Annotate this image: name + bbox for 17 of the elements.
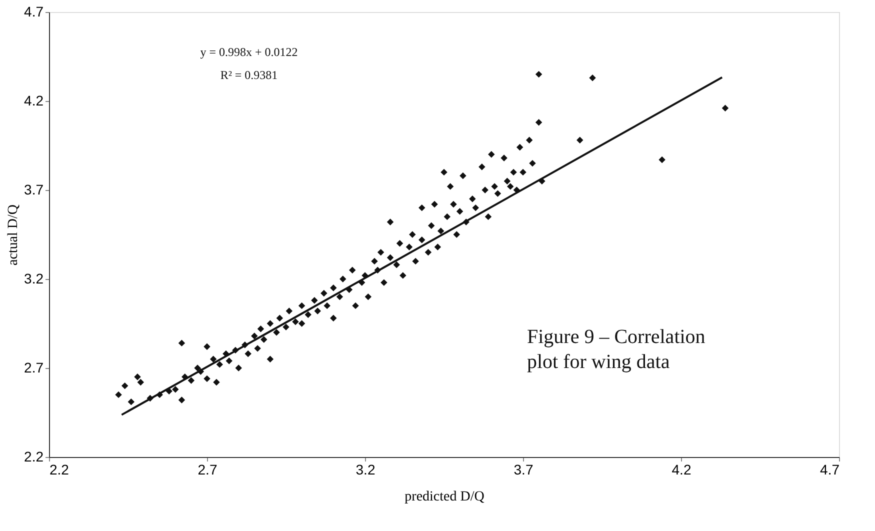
- y-tick-label: 3.7: [24, 182, 44, 198]
- x-tick-label: 4.7: [820, 462, 840, 478]
- x-tick-label: 4.2: [672, 462, 692, 478]
- x-axis-title: predicted D/Q: [404, 490, 484, 504]
- y-tick-label: 3.2: [24, 270, 44, 286]
- x-tick-label: 3.2: [356, 462, 376, 478]
- x-tick-label: 3.7: [514, 462, 534, 478]
- x-tick-label: 2.2: [50, 462, 70, 478]
- annotation: R² = 0.9381: [220, 68, 278, 82]
- y-tick-label: 4.2: [24, 92, 44, 108]
- y-tick-label: 4.7: [24, 4, 44, 20]
- y-tick-label: 2.2: [24, 448, 44, 464]
- y-axis-title: actual D/Q: [6, 204, 22, 266]
- annotation: y = 0.998x + 0.0122: [200, 45, 298, 59]
- y-tick-label: 2.7: [24, 360, 44, 376]
- annotation: Figure 9 – Correlation plot for wing data: [527, 326, 706, 373]
- x-tick-label: 2.7: [198, 462, 218, 478]
